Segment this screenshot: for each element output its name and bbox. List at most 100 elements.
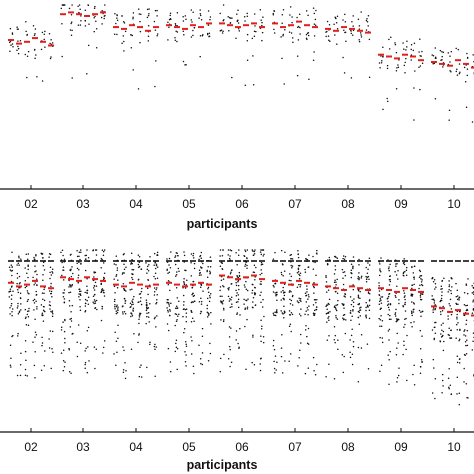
data-point [122,369,125,371]
data-point [191,293,193,296]
data-point [78,288,81,290]
data-point [49,308,51,310]
data-point [367,262,369,264]
data-point [235,294,238,297]
data-point [419,38,421,40]
data-point [51,348,53,350]
data-point [191,317,194,319]
data-point [433,62,436,65]
data-point [25,316,27,318]
data-point [123,268,126,271]
data-point [84,310,87,312]
data-point [252,334,254,336]
data-point [432,311,434,314]
data-point [131,262,133,265]
data-point [282,289,284,292]
data-point [102,250,105,253]
data-point [51,330,54,333]
data-point [139,312,142,315]
data-point [351,363,354,366]
data-point [9,364,12,366]
data-point [182,315,184,318]
data-point [70,21,73,23]
data-point [175,346,178,348]
data-point [148,8,150,10]
data-point [176,297,179,299]
data-point [434,283,437,285]
data-point [334,269,337,271]
data-point [199,358,202,360]
data-point [40,48,43,51]
data-point [17,305,19,307]
x-tick-label-04: 04 [129,197,143,211]
data-point [228,300,231,302]
data-point [115,275,117,277]
data-point [381,341,384,344]
data-point [458,339,460,342]
data-point [167,39,169,41]
data-point [360,11,362,13]
data-point [50,39,52,41]
data-point [352,266,354,268]
x-tick-label-10: 10 [447,440,461,454]
data-point [71,4,73,6]
data-point [41,344,43,347]
data-point [246,12,248,15]
data-point [70,317,73,320]
data-point [94,15,96,18]
data-point [390,36,392,38]
data-point [121,273,124,275]
data-point [388,328,391,331]
data-point [312,255,314,258]
data-point [41,312,44,314]
data-point [198,258,200,261]
data-point [432,55,435,57]
data-point [48,338,50,340]
data-point [450,337,453,339]
data-point [228,345,231,348]
data-point [367,291,370,293]
data-point [386,67,389,70]
data-point [359,297,361,299]
data-point [325,281,328,283]
data-point [411,314,413,317]
data-point [52,351,54,353]
data-point [115,312,118,315]
data-point [60,7,63,10]
data-point [451,286,453,288]
data-point [358,258,360,261]
data-point [209,266,212,268]
data-point [433,326,436,329]
data-point [307,14,309,16]
data-point [8,296,11,298]
data-point [418,269,421,272]
data-point [328,319,330,321]
data-point [463,381,465,383]
data-point [471,349,474,351]
data-point [260,301,262,303]
data-point [289,323,292,325]
data-point [262,298,264,301]
data-point [16,282,18,285]
data-point [334,265,337,267]
data-point [78,290,81,293]
data-point [421,50,423,53]
data-point [342,255,345,257]
data-point [441,291,443,293]
data-point [290,32,293,34]
data-point [96,308,98,311]
data-point [299,272,302,275]
data-point [395,265,397,268]
data-point [448,109,451,111]
data-point [273,360,275,363]
data-point [229,17,232,19]
data-point [102,289,105,291]
data-point [156,9,158,12]
data-point [153,252,156,255]
data-point [147,312,150,314]
data-point [465,344,467,347]
data-point [325,31,327,33]
data-point [175,251,178,254]
data-point [26,272,28,274]
data-point [260,328,263,330]
